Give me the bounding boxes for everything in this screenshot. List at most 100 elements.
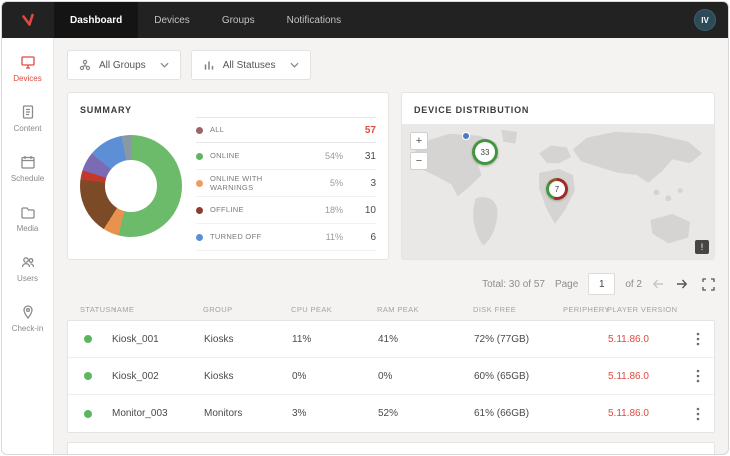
fullscreen-toggle-button[interactable] [702, 277, 715, 291]
sidebar-item-check-in[interactable]: Check-in [2, 304, 53, 333]
summary-body: ALL 57 ONLINE 54% 31 ONLIN [80, 117, 376, 251]
table-row[interactable]: Monitor_003 Monitors 3% 52% 61% (66GB) 5… [68, 395, 714, 432]
map-cluster-33[interactable]: 33 [472, 139, 498, 165]
monitor-icon [20, 56, 35, 69]
previous-page-button[interactable] [652, 278, 665, 290]
legend-count: 31 [364, 150, 376, 162]
player-version: 5.11.86.0 [608, 370, 649, 382]
legend-count: 3 [370, 177, 376, 189]
row-menu-button[interactable] [682, 407, 714, 421]
device-name: Kiosk_002 [112, 370, 159, 382]
app-logo[interactable] [2, 12, 54, 28]
row-menu-button[interactable] [682, 332, 714, 346]
expand-icon [702, 277, 715, 291]
legend-row-online-warnings[interactable]: ONLINE WITH WARNINGS 5% 3 [196, 170, 376, 197]
filter-bar: All Groups All Statuses [67, 50, 715, 80]
column-header-version[interactable]: PLAYER VERSION [607, 305, 678, 314]
status-online-dot [84, 335, 92, 343]
bar-chart-icon [204, 61, 213, 70]
column-header-periphery[interactable]: PERIPHERY [563, 305, 610, 314]
sidebar-item-content[interactable]: Content [2, 104, 53, 133]
column-header-group[interactable]: GROUP [203, 305, 233, 314]
status-cell [68, 335, 112, 343]
map-cluster-7[interactable]: 7 [546, 178, 568, 200]
column-header-cpu[interactable]: CPU PEAK [291, 305, 333, 314]
page-of-label: of 2 [625, 278, 642, 290]
table-row[interactable]: Kiosk_002 Kiosks 0% 0% 60% (65GB) 5.11.8… [68, 358, 714, 395]
statuses-filter-dropdown[interactable]: All Statuses [190, 50, 311, 80]
cpu-peak: 3% [292, 408, 307, 419]
user-avatar[interactable]: IV [694, 9, 716, 31]
sort-asc-icon: ↑ [112, 305, 118, 314]
disk-free: 60% (65GB) [474, 370, 530, 382]
kebab-menu-icon [696, 369, 700, 383]
nav-tab-label: Dashboard [70, 14, 123, 26]
sidebar-item-users[interactable]: Users [2, 254, 53, 283]
legend-row-turned-off[interactable]: TURNED OFF 11% 6 [196, 224, 376, 251]
legend-label: TURNED OFF [210, 232, 262, 242]
map-attribution-button[interactable]: ! [695, 240, 709, 254]
legend-label: ALL [210, 125, 225, 135]
sidebar: Devices Content Schedule Media Users Che… [2, 38, 54, 454]
sidebar-item-label: Content [13, 124, 42, 133]
zoom-out-button[interactable]: − [410, 152, 428, 170]
nav-tab-label: Notifications [286, 14, 342, 26]
column-header-name[interactable]: NAME [111, 305, 135, 314]
sidebar-item-label: Devices [13, 74, 42, 83]
legend-percent: 18% [324, 205, 343, 215]
cluster-count: 33 [475, 142, 495, 162]
column-header-status[interactable]: STATUS ↑ [80, 305, 118, 314]
statuses-filter-value: All Statuses [222, 59, 276, 71]
nav-tab-label: Devices [154, 14, 190, 26]
groups-filter-value: All Groups [99, 59, 146, 71]
table-pagination: Total: 30 of 57 Page of 2 [67, 273, 715, 295]
summary-legend: ALL 57 ONLINE 54% 31 ONLIN [196, 117, 376, 251]
nav-tab-devices[interactable]: Devices [138, 2, 206, 38]
column-header-disk[interactable]: DISK FREE [473, 305, 517, 314]
world-map[interactable]: + − 33 7 ! [402, 124, 714, 259]
legend-percent: 54% [324, 151, 343, 161]
status-cell [68, 409, 112, 418]
row-menu-button[interactable] [682, 369, 714, 383]
main-nav: Dashboard Devices Groups Notifications [54, 2, 357, 38]
summary-card: SUMMARY ALL 57 ONLINE [67, 92, 389, 260]
sidebar-item-schedule[interactable]: Schedule [2, 154, 53, 183]
device-marker-dot[interactable] [462, 132, 470, 140]
nav-tab-notifications[interactable]: Notifications [271, 2, 357, 38]
cpu-peak: 11% [292, 333, 312, 345]
status-dot [196, 179, 203, 187]
table-header-row: STATUS ↑ NAME GROUP CPU PEAK RAM PEAK DIS… [67, 299, 715, 320]
next-page-button[interactable] [675, 278, 688, 290]
column-header-ram[interactable]: RAM PEAK [377, 305, 419, 314]
top-bar: Dashboard Devices Groups Notifications I… [2, 2, 728, 38]
arrow-left-icon [652, 279, 663, 289]
ram-peak: 41% [378, 333, 399, 345]
folder-icon [20, 207, 35, 219]
legend-row-online[interactable]: ONLINE 54% 31 [196, 143, 376, 170]
groups-filter-dropdown[interactable]: All Groups [67, 50, 181, 80]
sidebar-item-label: Media [16, 224, 39, 233]
legend-row-all[interactable]: ALL 57 [196, 117, 376, 143]
nav-tab-groups[interactable]: Groups [206, 2, 271, 38]
sidebar-item-label: Check-in [11, 324, 44, 333]
sidebar-item-media[interactable]: Media [2, 204, 53, 233]
nav-tab-dashboard[interactable]: Dashboard [54, 2, 139, 38]
sidebar-item-label: Users [17, 274, 38, 283]
map-pin-icon [22, 305, 33, 320]
app-body: Devices Content Schedule Media Users Che… [2, 38, 728, 454]
page-number-input[interactable] [588, 273, 616, 295]
player-version: 5.11.86.0 [608, 333, 649, 345]
device-name: Kiosk_001 [112, 333, 159, 345]
chevron-down-icon [289, 62, 299, 68]
main-content: All Groups All Statuses SUMMARY [54, 38, 728, 454]
legend-row-offline[interactable]: OFFLINE 18% 10 [196, 197, 376, 224]
summary-donut [80, 135, 182, 237]
cpu-peak: 0% [292, 370, 307, 382]
table-row[interactable]: Kiosk_001 Kiosks 11% 41% 72% (77GB) 5.11… [68, 321, 714, 358]
legend-count: 57 [364, 124, 376, 136]
sidebar-item-devices[interactable]: Devices [2, 54, 53, 83]
ram-peak: 0% [378, 370, 393, 382]
legend-percent: 5% [329, 178, 343, 188]
zoom-in-button[interactable]: + [410, 132, 428, 150]
